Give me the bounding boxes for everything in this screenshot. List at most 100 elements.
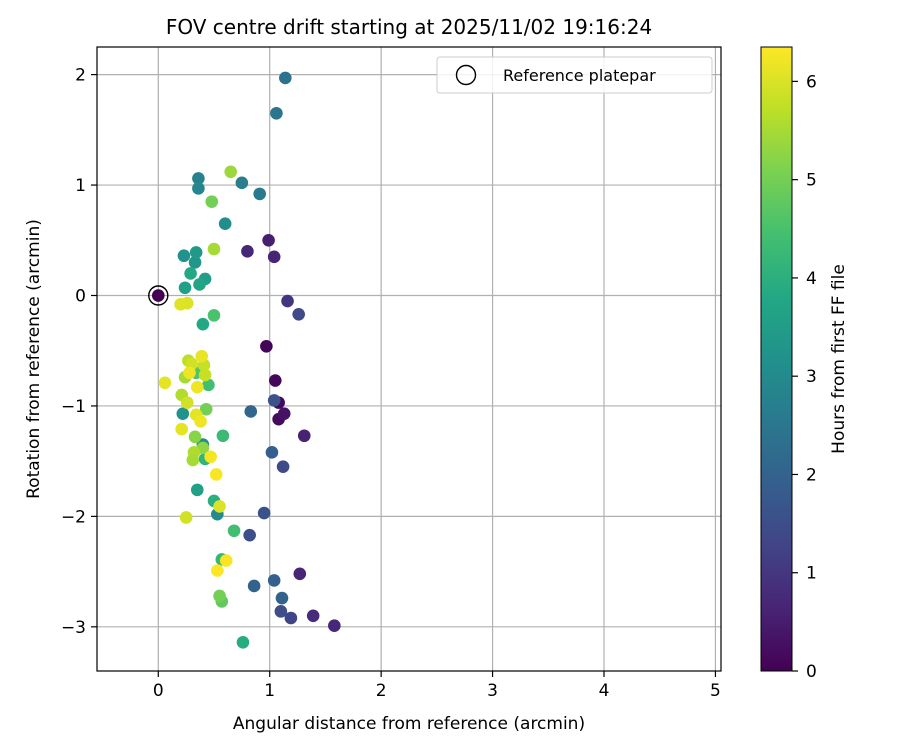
grid <box>97 47 721 671</box>
colorbar-gradient <box>760 46 793 672</box>
data-point <box>207 242 221 256</box>
data-point <box>270 106 283 120</box>
reference-point <box>151 289 165 302</box>
data-point <box>174 298 187 311</box>
data-point <box>306 609 320 623</box>
legend-box <box>436 56 713 94</box>
data-point <box>253 187 266 201</box>
data-point <box>267 250 281 264</box>
data-point <box>204 450 217 464</box>
x-axis-ticks: 0 1 2 3 4 5 <box>153 671 721 701</box>
data-point <box>265 446 279 459</box>
data-point <box>328 619 341 633</box>
data-point <box>192 182 205 195</box>
x-axis-label: Angular distance from reference (arcmin) <box>233 714 585 734</box>
data-point <box>176 407 190 420</box>
data-point <box>179 511 193 524</box>
y-tick-label: 2 <box>75 66 86 86</box>
x-tick-label: 5 <box>710 681 721 701</box>
colorbar-tick-label: 4 <box>806 269 817 289</box>
legend-marker <box>455 64 477 86</box>
colorbar: 0 1 2 3 4 5 6 Hours from first FF file <box>760 46 849 682</box>
data-point <box>207 309 221 322</box>
x-tick-label: 3 <box>487 681 498 701</box>
data-point <box>277 407 291 420</box>
x-tick-label: 4 <box>599 681 610 701</box>
data-point <box>177 249 191 263</box>
data-point <box>213 589 226 603</box>
data-point <box>190 483 204 497</box>
data-point <box>196 317 210 331</box>
data-point <box>224 165 238 179</box>
colorbar-tick-label: 2 <box>806 465 817 485</box>
y-tick-label: −2 <box>61 507 86 527</box>
data-point <box>244 405 258 418</box>
colorbar-tick-label: 5 <box>806 171 817 191</box>
data-point <box>243 528 256 542</box>
y-tick-label: 0 <box>75 286 86 306</box>
y-tick-label: 1 <box>75 176 86 196</box>
data-point <box>186 453 200 467</box>
data-point <box>216 429 230 443</box>
data-point <box>267 574 281 587</box>
colorbar-label: Hours from first FF file <box>829 264 849 454</box>
data-point <box>199 402 213 416</box>
data-point <box>241 245 254 258</box>
reference-ring <box>148 285 169 306</box>
data-point <box>293 567 307 581</box>
data-point <box>209 468 223 481</box>
x-tick-label: 2 <box>376 681 387 701</box>
data-point <box>194 415 207 428</box>
data-point <box>279 71 292 85</box>
data-point <box>188 256 202 269</box>
data-point <box>202 378 215 392</box>
data-points <box>158 71 341 649</box>
data-point <box>183 366 196 380</box>
legend-label: Reference platepar <box>503 66 656 85</box>
data-point <box>190 380 204 394</box>
data-point <box>227 524 241 538</box>
x-tick-label: 0 <box>153 681 164 701</box>
colorbar-ticks: 0 1 2 3 4 5 6 <box>792 72 817 682</box>
y-tick-label: −3 <box>61 618 86 638</box>
data-point <box>195 349 209 363</box>
data-point <box>158 376 172 390</box>
data-point <box>178 281 192 295</box>
data-point <box>267 394 281 407</box>
reference-marker <box>148 285 169 306</box>
chart-title: FOV centre drift starting at 2025/11/02 … <box>166 15 652 39</box>
data-point <box>284 611 298 625</box>
data-point <box>192 172 205 185</box>
data-point <box>292 307 305 321</box>
data-point <box>260 339 273 353</box>
data-point <box>188 430 202 444</box>
colorbar-tick-label: 6 <box>806 72 817 92</box>
data-point <box>184 267 197 280</box>
data-point <box>276 460 290 473</box>
data-point <box>281 294 294 308</box>
colorbar-tick-label: 0 <box>806 662 817 682</box>
data-point <box>211 564 224 577</box>
data-point <box>189 246 203 259</box>
data-point <box>205 195 219 208</box>
data-point <box>175 422 188 436</box>
x-tick-label: 1 <box>264 681 275 701</box>
data-point <box>193 278 206 291</box>
data-point <box>274 605 288 618</box>
colorbar-tick-label: 3 <box>806 367 817 387</box>
data-point <box>262 233 275 247</box>
legend: Reference platepar <box>436 56 713 94</box>
data-point <box>213 500 226 513</box>
data-point <box>268 374 282 387</box>
data-point <box>180 396 194 409</box>
y-tick-label: −1 <box>61 397 86 417</box>
data-point <box>236 635 250 649</box>
data-point <box>235 176 249 190</box>
colorbar-tick-label: 1 <box>806 564 817 584</box>
data-point <box>198 368 212 382</box>
y-axis-label: Rotation from reference (arcmin) <box>24 219 44 499</box>
data-point <box>218 217 232 231</box>
y-axis-ticks: 2 1 0 −1 −2 −3 <box>61 66 97 638</box>
data-point <box>275 591 289 605</box>
